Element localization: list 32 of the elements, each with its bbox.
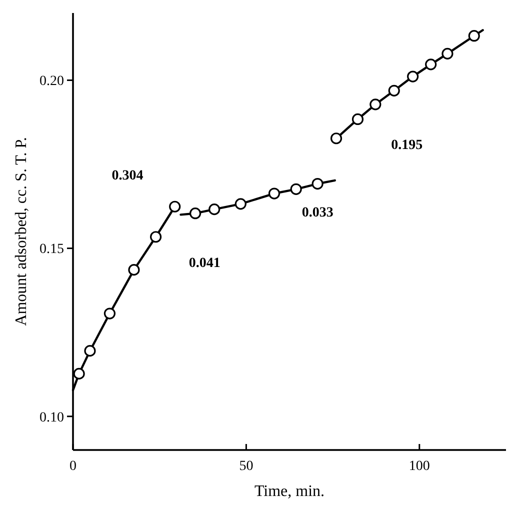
- point: [128, 264, 140, 276]
- point: [208, 204, 220, 216]
- x-tick-label: 0: [70, 459, 76, 474]
- point: [370, 98, 382, 110]
- y-tick-label: 0.20: [40, 74, 64, 90]
- point: [330, 132, 342, 144]
- point: [407, 70, 419, 82]
- y-tick-label: 0.10: [40, 410, 64, 426]
- point: [84, 345, 96, 357]
- point: [73, 368, 85, 380]
- point: [189, 208, 202, 220]
- annotation: 0.041: [188, 256, 220, 271]
- y-axis-title: Amount adsorbed, cc. S. T. P.: [13, 137, 30, 326]
- point: [150, 231, 162, 243]
- y-tick-label: 0.15: [40, 242, 64, 258]
- annotation: 0.033: [302, 205, 334, 220]
- point: [104, 308, 116, 320]
- point: [268, 188, 280, 200]
- point: [468, 30, 480, 42]
- point: [388, 84, 400, 96]
- x-tick-label: 100: [408, 459, 430, 474]
- point: [442, 48, 454, 60]
- point: [290, 183, 302, 195]
- point: [312, 178, 324, 190]
- x-axis-title: Time, min.: [254, 483, 325, 500]
- point: [169, 200, 181, 212]
- point: [425, 58, 437, 70]
- point: [234, 198, 246, 210]
- point: [352, 113, 364, 126]
- x-tick-label: 50: [239, 459, 254, 474]
- annotation: 0.304: [112, 168, 144, 184]
- annotation: 0.195: [391, 138, 423, 153]
